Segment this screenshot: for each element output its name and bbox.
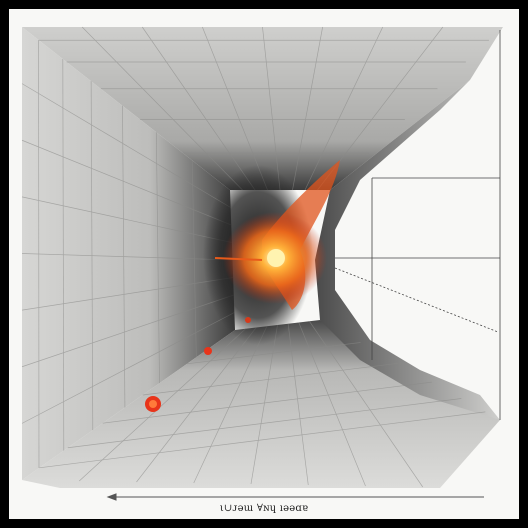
bottom-axis-arrow [106,493,484,501]
grid-line [79,328,246,482]
grid-line [21,139,232,226]
grid-line [262,26,281,191]
grid-line [191,160,197,358]
grid-line [21,83,231,208]
grid-line [21,277,234,311]
tunnel-right-wall [315,80,500,420]
grid-line [202,26,268,191]
grid-line [102,381,432,424]
grid-line [39,411,486,469]
grid-line [81,26,243,191]
grid-line [292,26,323,191]
grid-line [309,321,424,488]
grid-line [67,398,462,449]
grid-line [62,58,65,451]
grid-line [122,105,126,408]
grid-line [136,327,257,483]
grid-line [287,323,309,486]
grid-line [298,322,366,487]
grid-line [141,26,256,191]
grid-line [21,253,233,261]
grid-line [142,362,399,396]
glow-particle [204,347,212,355]
energy-core [267,249,285,267]
glow-particle [245,317,251,323]
tunnel-left-wall [22,27,235,480]
grid-line [193,326,268,484]
grid-line [21,196,232,243]
grid-line [250,324,278,485]
grid-line [21,294,234,368]
grid-line [304,26,384,191]
grid-line [186,342,361,365]
figure-caption: ι∪ᴊǝɯ ∀ɴɥ ıǝǝɑɐ [219,503,309,514]
grid-line [21,312,235,424]
grid-line [155,132,160,384]
measurement-lines [334,30,501,420]
tunnel-ceiling [22,27,503,190]
energy-streak [214,257,263,261]
glow-particle [149,400,157,408]
grid-line [90,81,94,431]
